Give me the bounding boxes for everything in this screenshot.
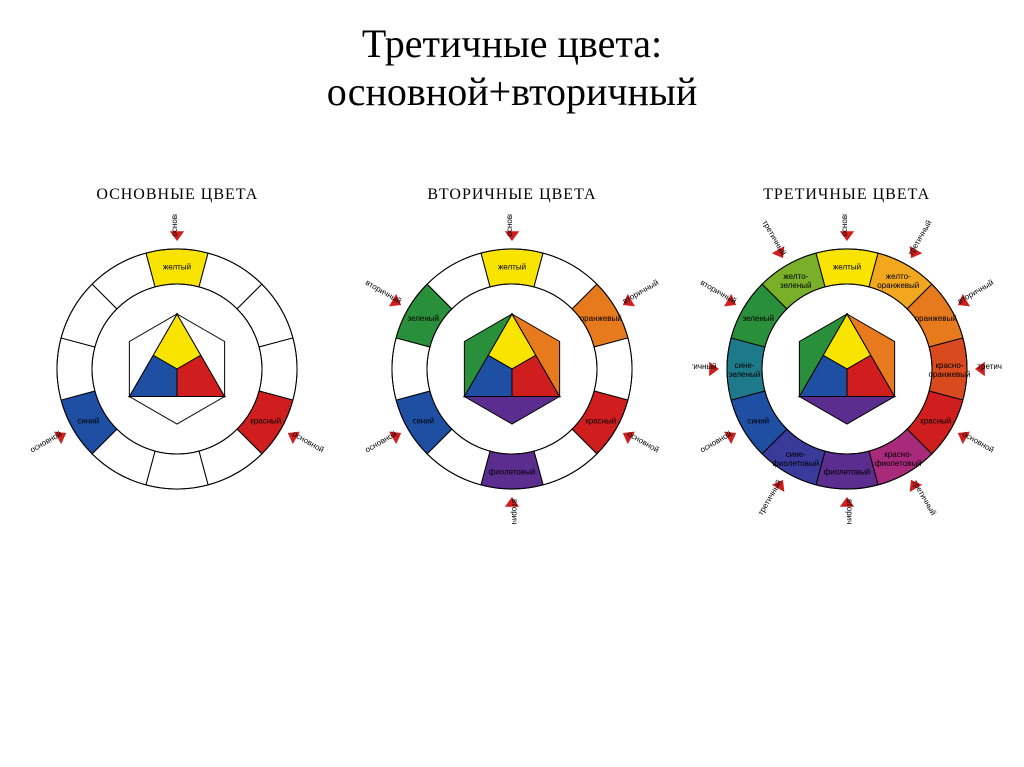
wheel-svg-secondary: желтый оранжевый красный фиолетовый синий зел… <box>357 214 667 524</box>
svg-text:зеленый: зеленый <box>407 314 439 323</box>
svg-text:основной: основной <box>626 429 661 454</box>
svg-text:основной: основной <box>170 214 179 236</box>
svg-text:основной: основной <box>840 214 849 236</box>
wheel-title-primary: ОСНОВНЫЕ ЦВЕТА <box>96 186 258 204</box>
svg-text:вторичный: вторичный <box>510 499 519 524</box>
svg-text:синий: синий <box>78 416 100 425</box>
page-title: Третичные цвета: основной+вторичный <box>0 0 1024 116</box>
wheels-row: ОСНОВНЫЕ ЦВЕТА желтый красный синий основно… <box>0 186 1024 524</box>
svg-text:вторичный: вторичный <box>698 278 737 306</box>
svg-text:третичный: третичный <box>760 219 787 257</box>
svg-text:основной: основной <box>29 429 64 454</box>
svg-text:вторичный: вторичный <box>845 499 854 524</box>
svg-text:синий: синий <box>412 416 434 425</box>
svg-text:основной: основной <box>291 429 326 454</box>
wheel-title-tertiary: ТРЕТИЧНЫЕ ЦВЕТА <box>763 186 930 204</box>
svg-text:третичный: третичный <box>692 362 717 371</box>
svg-text:третичный: третичный <box>977 362 1002 371</box>
wheel-svg-tertiary: желтыйжелто-оранжевыйоранжевыйкрасно-ора… <box>692 214 1002 524</box>
svg-text:третичный: третичный <box>910 478 937 516</box>
svg-text:синий: синий <box>747 416 769 425</box>
title-line2: основной+вторичный <box>327 69 697 114</box>
svg-text:фиолетовый: фиолетовый <box>823 468 870 477</box>
wheel-tertiary: ТРЕТИЧНЫЕ ЦВЕТА желтыйжелто-оранжевыйора… <box>682 186 1012 524</box>
svg-text:третичный: третичный <box>756 478 783 516</box>
svg-text:основной: основной <box>960 429 995 454</box>
svg-text:третичный: третичный <box>906 219 933 257</box>
svg-text:зеленый: зеленый <box>742 314 774 323</box>
svg-text:красный: красный <box>920 416 951 425</box>
wheel-primary: ОСНОВНЫЕ ЦВЕТА желтый красный синий основно… <box>12 186 342 524</box>
svg-text:желтый: желтый <box>163 263 191 272</box>
svg-text:желто-зеленый: желто-зеленый <box>780 272 812 290</box>
svg-text:фиолетовый: фиолетовый <box>489 468 536 477</box>
svg-text:основной: основной <box>363 429 398 454</box>
svg-text:вторичный: вторичный <box>621 278 660 306</box>
svg-text:оранжевый: оранжевый <box>580 314 622 323</box>
svg-text:вторичный: вторичный <box>956 278 995 306</box>
svg-text:вторичный: вторичный <box>364 278 403 306</box>
svg-text:оранжевый: оранжевый <box>914 314 956 323</box>
wheel-secondary: ВТОРИЧНЫЕ ЦВЕТА желтый оранжевый красный фи… <box>347 186 677 524</box>
title-line1: Третичные цвета: <box>362 21 662 66</box>
wheel-svg-primary: желтый красный синий основной основной основн… <box>22 214 332 524</box>
svg-text:основной: основной <box>505 214 514 236</box>
svg-text:желтый: желтый <box>498 263 526 272</box>
wheel-title-secondary: ВТОРИЧНЫЕ ЦВЕТА <box>427 186 596 204</box>
svg-text:желтый: желтый <box>833 263 861 272</box>
svg-text:красный: красный <box>585 416 616 425</box>
svg-text:основной: основной <box>698 429 733 454</box>
svg-text:красный: красный <box>251 416 282 425</box>
